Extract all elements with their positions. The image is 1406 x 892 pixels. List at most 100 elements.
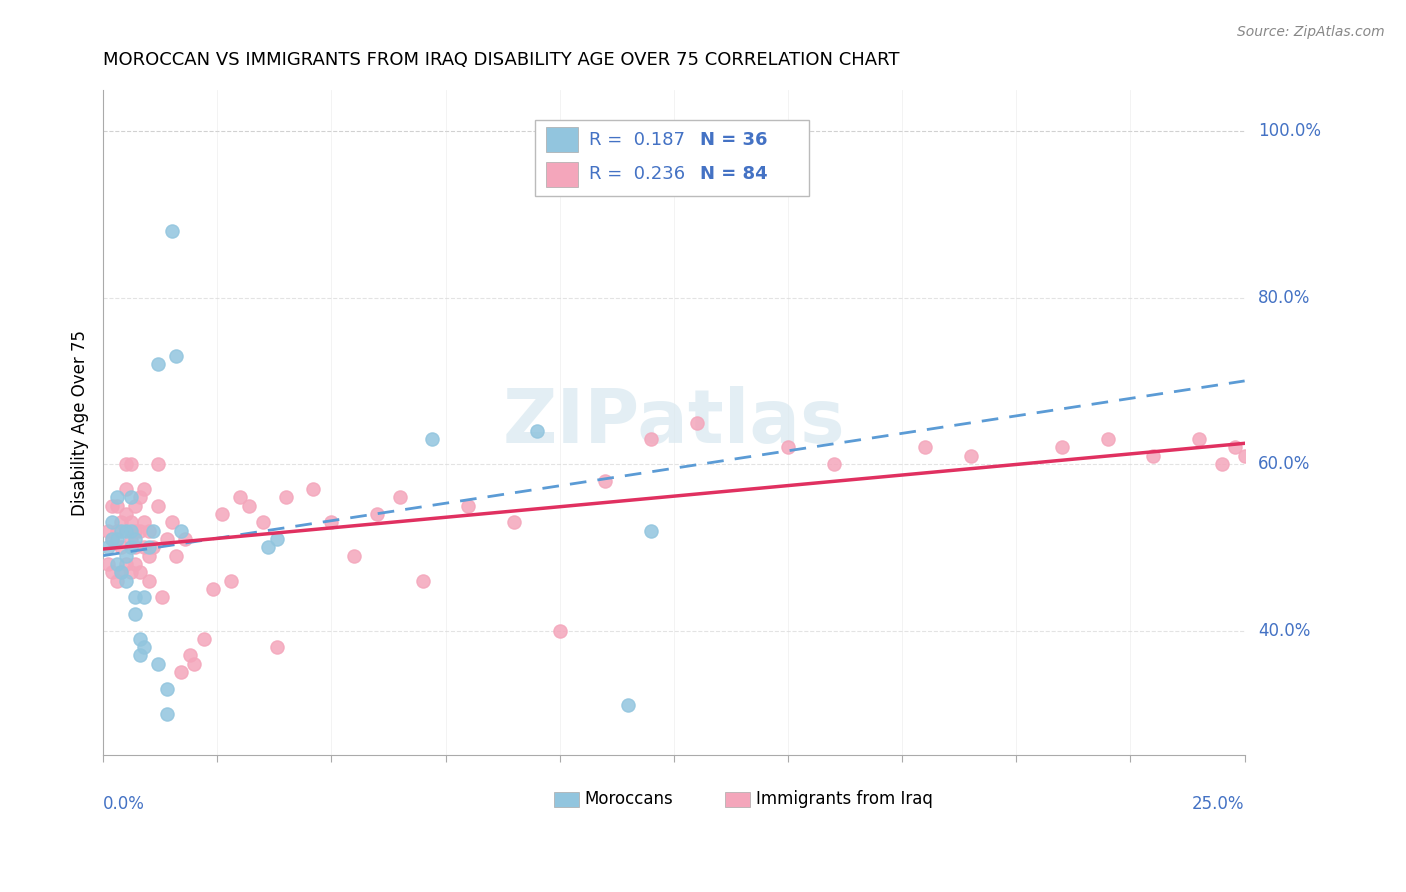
Point	[776, 441, 799, 455]
Point	[138, 574, 160, 588]
Text: 80.0%: 80.0%	[1258, 289, 1310, 307]
Y-axis label: Disability Age Over 75: Disability Age Over 75	[72, 329, 89, 516]
Point	[124, 591, 146, 605]
Text: 25.0%: 25.0%	[1192, 796, 1244, 814]
Point	[97, 541, 120, 555]
Text: MOROCCAN VS IMMIGRANTS FROM IRAQ DISABILITY AGE OVER 75 CORRELATION CHART: MOROCCAN VS IMMIGRANTS FROM IRAQ DISABIL…	[103, 51, 900, 69]
Point	[266, 640, 288, 655]
Point	[124, 607, 146, 621]
Point	[160, 516, 183, 530]
Point	[165, 549, 187, 563]
Point	[1256, 449, 1278, 463]
Text: N = 84: N = 84	[700, 165, 768, 183]
Point	[134, 482, 156, 496]
Point	[1279, 432, 1302, 446]
Point	[412, 574, 434, 588]
Point	[110, 541, 132, 555]
Point	[105, 491, 128, 505]
Point	[193, 632, 215, 646]
Point	[201, 582, 224, 596]
Point	[1097, 432, 1119, 446]
Point	[170, 665, 193, 680]
Text: Moroccans: Moroccans	[585, 790, 673, 808]
Point	[686, 416, 709, 430]
Point	[110, 566, 132, 580]
Point	[457, 499, 479, 513]
Text: R =  0.187: R = 0.187	[589, 130, 685, 149]
Point	[1265, 457, 1288, 471]
Text: 60.0%: 60.0%	[1258, 455, 1310, 473]
Point	[128, 524, 150, 538]
FancyBboxPatch shape	[725, 792, 751, 806]
Text: R =  0.236: R = 0.236	[589, 165, 686, 183]
Point	[105, 532, 128, 546]
Point	[120, 524, 142, 538]
Point	[128, 648, 150, 663]
Point	[219, 574, 242, 588]
Point	[110, 516, 132, 530]
Text: N = 36: N = 36	[700, 130, 768, 149]
Point	[1274, 449, 1296, 463]
Point	[115, 457, 138, 471]
Point	[914, 441, 936, 455]
Point	[211, 507, 233, 521]
Text: 0.0%: 0.0%	[103, 796, 145, 814]
Point	[115, 574, 138, 588]
Point	[134, 591, 156, 605]
Text: Immigrants from Iraq: Immigrants from Iraq	[756, 790, 934, 808]
Point	[105, 524, 128, 538]
Point	[115, 524, 138, 538]
Point	[640, 524, 662, 538]
Point	[146, 357, 169, 371]
Point	[503, 516, 526, 530]
FancyBboxPatch shape	[546, 127, 578, 153]
Point	[321, 516, 343, 530]
Point	[252, 516, 274, 530]
Point	[134, 640, 156, 655]
Point	[1247, 457, 1270, 471]
Point	[1251, 441, 1274, 455]
Point	[115, 549, 138, 563]
Point	[1225, 441, 1247, 455]
Point	[120, 541, 142, 555]
Point	[266, 532, 288, 546]
Point	[1233, 449, 1256, 463]
Point	[105, 574, 128, 588]
Point	[124, 532, 146, 546]
Point	[156, 681, 179, 696]
Point	[138, 524, 160, 538]
Point	[105, 557, 128, 571]
Point	[138, 541, 160, 555]
Point	[120, 491, 142, 505]
Point	[1142, 449, 1164, 463]
Point	[617, 698, 640, 713]
Point	[388, 491, 411, 505]
Point	[124, 499, 146, 513]
Point	[110, 566, 132, 580]
Point	[179, 648, 201, 663]
Point	[128, 632, 150, 646]
Point	[595, 474, 617, 488]
Text: ZIPatlas: ZIPatlas	[502, 386, 845, 459]
Point	[146, 457, 169, 471]
Point	[120, 516, 142, 530]
Point	[97, 524, 120, 538]
Point	[120, 532, 142, 546]
Point	[134, 516, 156, 530]
Point	[256, 541, 278, 555]
Point	[152, 591, 174, 605]
Point	[302, 482, 325, 496]
Point	[120, 457, 142, 471]
Point	[548, 624, 571, 638]
Point	[115, 557, 138, 571]
Point	[134, 541, 156, 555]
Point	[229, 491, 252, 505]
Point	[115, 482, 138, 496]
Point	[366, 507, 388, 521]
Point	[101, 516, 124, 530]
Point	[124, 557, 146, 571]
Point	[124, 541, 146, 555]
Point	[1211, 457, 1233, 471]
Point	[128, 491, 150, 505]
Point	[146, 657, 169, 671]
